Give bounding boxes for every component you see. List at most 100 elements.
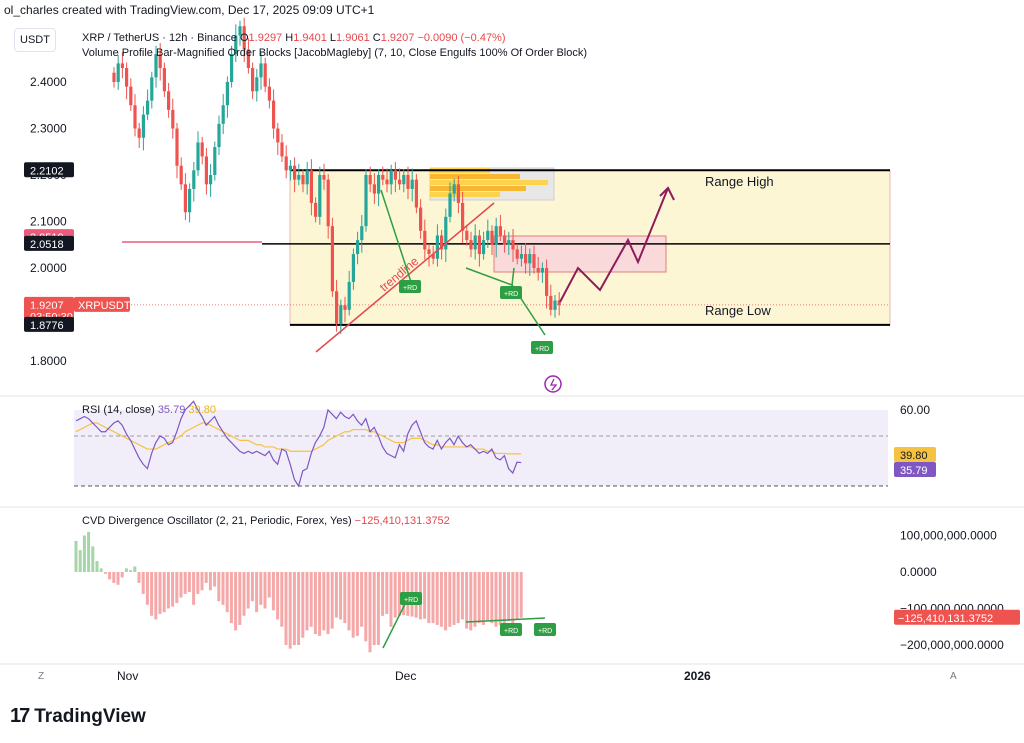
candle-body bbox=[280, 142, 284, 157]
cvd-bar bbox=[460, 572, 464, 620]
currency-button[interactable]: USDT bbox=[14, 28, 56, 52]
cvd-divergence-line bbox=[465, 617, 546, 623]
rsi-band bbox=[74, 410, 888, 486]
ohlc-l: L1.9061 bbox=[329, 32, 370, 44]
cvd-bar bbox=[305, 572, 309, 631]
candle-body bbox=[469, 240, 473, 250]
candle-body bbox=[477, 235, 481, 255]
candle-body bbox=[125, 68, 129, 87]
cvd-bar bbox=[330, 572, 334, 629]
cvd-bar bbox=[284, 572, 288, 645]
candle-body bbox=[251, 68, 255, 92]
cvd-bar bbox=[456, 572, 460, 624]
volume-profile-bar bbox=[430, 186, 526, 191]
symbol-tag-text: XRPUSDT bbox=[78, 300, 131, 312]
candle-body bbox=[553, 300, 557, 310]
cvd-bar bbox=[393, 572, 397, 618]
candle-body bbox=[129, 86, 133, 106]
candle-body bbox=[343, 305, 347, 310]
cvd-bar bbox=[221, 572, 225, 605]
cvd-bar bbox=[259, 572, 263, 605]
cvd-bar bbox=[145, 572, 149, 605]
cvd-bar bbox=[187, 572, 191, 593]
candle-body bbox=[419, 207, 423, 231]
range-low-label: Range Low bbox=[705, 303, 771, 318]
symbol-line: XRP / TetherUS · 12h · Binance O1.9297 H… bbox=[82, 32, 506, 44]
candle-body bbox=[440, 235, 444, 250]
cvd-bar bbox=[204, 572, 208, 583]
ohlc-c: C1.9207 bbox=[372, 32, 415, 44]
cvd-axis-tick: 0.0000 bbox=[900, 565, 937, 579]
rsi-value: 35.79 bbox=[157, 404, 186, 416]
cvd-title-line[interactable]: CVD Divergence Oscillator (2, 21, Period… bbox=[82, 515, 450, 527]
candle-body bbox=[498, 226, 502, 236]
candle-body bbox=[351, 254, 355, 282]
candle-body bbox=[238, 26, 242, 36]
candle-body bbox=[288, 165, 292, 171]
candle-body bbox=[536, 268, 540, 273]
cvd-bar bbox=[208, 572, 212, 591]
candle-body bbox=[158, 54, 162, 69]
candle-body bbox=[225, 82, 229, 106]
cvd-value: −125,410,131.3752 bbox=[354, 515, 450, 527]
cvd-bar bbox=[242, 572, 246, 616]
candle-body bbox=[452, 184, 456, 194]
auto-scale-button[interactable]: A bbox=[950, 671, 957, 682]
time-axis-label: 2026 bbox=[684, 669, 711, 683]
candle-body bbox=[116, 63, 120, 82]
candle-body bbox=[540, 268, 544, 273]
candle-body bbox=[293, 165, 297, 180]
candle-body bbox=[448, 193, 452, 217]
timezone-z-button[interactable]: Z bbox=[38, 671, 45, 682]
cvd-bar bbox=[355, 572, 359, 636]
candle-body bbox=[183, 184, 187, 213]
candle-body bbox=[532, 254, 536, 268]
cvd-bar bbox=[87, 531, 91, 572]
candle-body bbox=[276, 128, 280, 143]
rd-badge bbox=[534, 623, 556, 636]
candle-body bbox=[309, 170, 313, 203]
candle-body bbox=[503, 235, 507, 245]
rsi-ma-line bbox=[75, 422, 522, 455]
cvd-bar bbox=[196, 572, 200, 594]
candle-body bbox=[360, 226, 364, 241]
indicator-title[interactable]: Volume Profile Bar-Magnified Order Block… bbox=[82, 47, 588, 59]
cvd-bar bbox=[494, 572, 498, 627]
candle-body bbox=[456, 184, 460, 203]
candle-body bbox=[393, 170, 397, 180]
candle-body bbox=[188, 188, 192, 213]
rsi-title-line[interactable]: RSI (14, close) 35.79 39.80 bbox=[82, 404, 216, 416]
cvd-bar bbox=[439, 572, 443, 627]
cvd-bar bbox=[116, 572, 120, 585]
cvd-bar bbox=[171, 572, 175, 607]
cvd-bar bbox=[301, 572, 305, 638]
candle-body bbox=[545, 268, 549, 296]
tradingview-logo-icon: 17 bbox=[10, 705, 30, 727]
rsi-ma-badge-text: 39.80 bbox=[900, 450, 928, 462]
rsi-badge bbox=[894, 462, 936, 477]
candle-body bbox=[230, 54, 234, 82]
rd-badge-label: +RD bbox=[504, 628, 518, 635]
cvd-bar bbox=[397, 572, 401, 616]
cvd-bar bbox=[490, 572, 494, 624]
cvd-bar bbox=[162, 572, 166, 613]
candle-body bbox=[272, 100, 276, 129]
cvd-bar bbox=[225, 572, 229, 613]
cvd-bar bbox=[120, 572, 124, 578]
rsi-axis-tick: 60.00 bbox=[900, 403, 930, 417]
cvd-bar bbox=[334, 572, 338, 618]
candle-body bbox=[246, 49, 250, 69]
candle-body bbox=[255, 77, 259, 92]
candle-body bbox=[490, 230, 494, 245]
candle-body bbox=[486, 230, 490, 241]
cvd-bar bbox=[444, 572, 448, 631]
candle-body bbox=[297, 175, 301, 180]
trendline bbox=[315, 202, 495, 353]
candle-body bbox=[414, 179, 418, 208]
cvd-bar bbox=[78, 550, 82, 572]
cvd-bar bbox=[423, 572, 427, 619]
candle-body bbox=[482, 240, 486, 255]
cvd-bar bbox=[108, 572, 112, 580]
cvd-bar bbox=[448, 572, 452, 627]
